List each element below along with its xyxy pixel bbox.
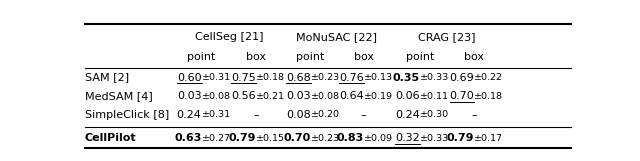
Text: CRAG [23]: CRAG [23] [419, 32, 476, 42]
Text: 0.60: 0.60 [177, 73, 202, 83]
Text: CellPilot: CellPilot [85, 133, 136, 143]
Text: 0.68: 0.68 [286, 73, 310, 83]
Text: ±0.31: ±0.31 [202, 110, 230, 119]
Text: SAM [2]: SAM [2] [85, 73, 129, 83]
Text: ±0.13: ±0.13 [364, 73, 393, 82]
Text: ±0.08: ±0.08 [310, 92, 340, 101]
Text: ±0.21: ±0.21 [256, 92, 285, 101]
Text: 0.79: 0.79 [228, 133, 256, 143]
Text: 0.03: 0.03 [286, 91, 310, 101]
Text: ±0.23: ±0.23 [310, 134, 340, 143]
Text: 0.24: 0.24 [177, 110, 202, 120]
Text: ±0.23: ±0.23 [310, 73, 340, 82]
Text: 0.76: 0.76 [339, 73, 364, 83]
Text: ±0.33: ±0.33 [420, 73, 449, 82]
Text: 0.75: 0.75 [231, 73, 256, 83]
Text: point: point [406, 52, 434, 62]
Text: ±0.22: ±0.22 [474, 73, 503, 82]
Text: SimpleClick [8]: SimpleClick [8] [85, 110, 169, 120]
Text: MedSAM [4]: MedSAM [4] [85, 91, 153, 101]
Text: 0.70: 0.70 [284, 133, 310, 143]
Text: ±0.09: ±0.09 [364, 134, 393, 143]
Text: MoNuSAC [22]: MoNuSAC [22] [296, 32, 378, 42]
Text: 0.63: 0.63 [174, 133, 202, 143]
Text: ±0.11: ±0.11 [420, 92, 449, 101]
Text: ±0.17: ±0.17 [474, 134, 503, 143]
Text: ±0.08: ±0.08 [202, 92, 230, 101]
Text: 0.06: 0.06 [395, 91, 420, 101]
Text: –: – [361, 110, 367, 120]
Text: 0.69: 0.69 [449, 73, 474, 83]
Text: ±0.33: ±0.33 [420, 134, 449, 143]
Text: ±0.15: ±0.15 [256, 134, 285, 143]
Text: 0.03: 0.03 [177, 91, 202, 101]
Text: box: box [354, 52, 374, 62]
Text: 0.79: 0.79 [447, 133, 474, 143]
Text: point: point [188, 52, 216, 62]
Text: –: – [472, 110, 477, 120]
Text: 0.56: 0.56 [232, 91, 256, 101]
Text: ±0.19: ±0.19 [364, 92, 393, 101]
Text: 0.64: 0.64 [339, 91, 364, 101]
Text: CellSeg [21]: CellSeg [21] [195, 32, 263, 42]
Text: ±0.18: ±0.18 [256, 73, 285, 82]
Text: ±0.31: ±0.31 [202, 73, 230, 82]
Text: ±0.20: ±0.20 [310, 110, 340, 119]
Text: 0.83: 0.83 [337, 133, 364, 143]
Text: 0.08: 0.08 [286, 110, 310, 120]
Text: ±0.27: ±0.27 [202, 134, 230, 143]
Text: 0.24: 0.24 [395, 110, 420, 120]
Text: point: point [296, 52, 325, 62]
Text: box: box [465, 52, 484, 62]
Text: 0.35: 0.35 [392, 73, 420, 83]
Text: –: – [253, 110, 259, 120]
Text: 0.32: 0.32 [395, 133, 420, 143]
Text: ±0.30: ±0.30 [420, 110, 449, 119]
Text: ±0.18: ±0.18 [474, 92, 503, 101]
Text: 0.70: 0.70 [449, 91, 474, 101]
Text: box: box [246, 52, 266, 62]
